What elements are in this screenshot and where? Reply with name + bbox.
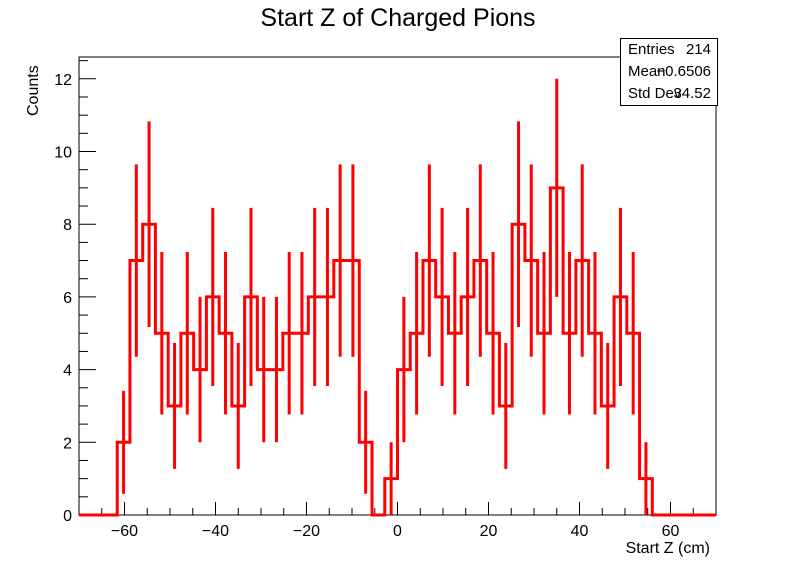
y-tick-label: 8 bbox=[63, 217, 72, 234]
y-axis-label: Counts bbox=[25, 65, 42, 116]
x-tick-label: 40 bbox=[571, 523, 589, 540]
y-tick-label: 6 bbox=[63, 290, 72, 307]
y-tick-label: 4 bbox=[63, 363, 72, 380]
stats-entries-label: Entries bbox=[628, 41, 675, 58]
stats-box: Entries 214 Mean −0.6506 Std Dev 34.52 bbox=[620, 38, 718, 106]
axes bbox=[78, 56, 717, 516]
stats-mean-label: Mean bbox=[628, 63, 666, 80]
x-tick-label: 0 bbox=[393, 523, 402, 540]
x-tick-label: −40 bbox=[202, 523, 229, 540]
x-tick-label: −60 bbox=[111, 523, 138, 540]
stats-entries-value: 214 bbox=[685, 41, 711, 58]
chart-title: Start Z of Charged Pions bbox=[260, 4, 536, 32]
y-tick-label: 0 bbox=[63, 508, 72, 525]
y-tick-label: 2 bbox=[63, 435, 72, 452]
stats-mean-row: Mean −0.6506 bbox=[628, 61, 711, 83]
y-tick-label: 10 bbox=[54, 145, 72, 162]
stats-stddev-row: Std Dev 34.52 bbox=[628, 83, 711, 105]
histogram-outline bbox=[79, 186, 716, 517]
error-bars bbox=[122, 78, 648, 515]
stats-mean-value: −0.6506 bbox=[656, 63, 711, 80]
x-axis-label: Start Z (cm) bbox=[626, 540, 710, 557]
x-tick-label: −20 bbox=[293, 523, 320, 540]
y-tick-label: 12 bbox=[54, 72, 72, 89]
tick-labels: −60 −40 −20 0 20 40 60 0 2 4 6 8 10 12 bbox=[54, 72, 679, 540]
stats-stddev-value: 34.52 bbox=[673, 85, 711, 102]
x-tick-label: 20 bbox=[480, 523, 498, 540]
x-tick-label: 60 bbox=[662, 523, 680, 540]
stats-stddev-label: Std Dev bbox=[628, 85, 682, 102]
stats-entries-row: Entries 214 bbox=[628, 39, 711, 61]
